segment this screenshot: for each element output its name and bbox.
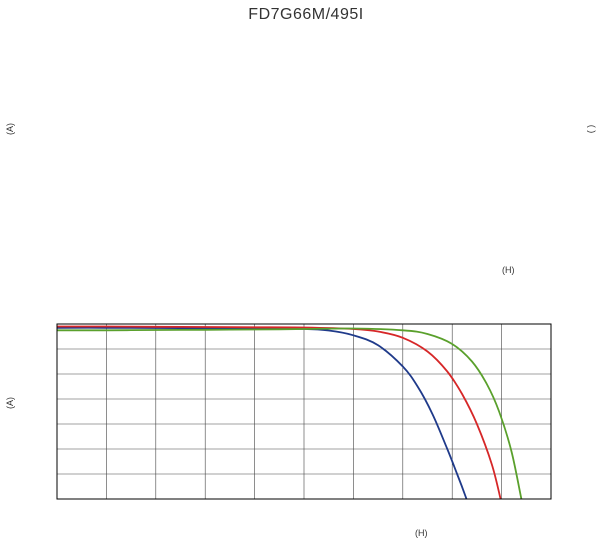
chart-series-group [56, 325, 523, 500]
chart-title: FD7G66M/495I [248, 6, 364, 23]
series-line-2 [57, 325, 502, 500]
series-line-3 [57, 327, 523, 500]
plot-frame [56, 323, 552, 500]
chart-grid [57, 324, 551, 499]
lower-x-axis-label: (H) [415, 528, 428, 538]
upper-x-axis-label: (H) [502, 265, 515, 275]
series-line-1 [56, 326, 468, 500]
